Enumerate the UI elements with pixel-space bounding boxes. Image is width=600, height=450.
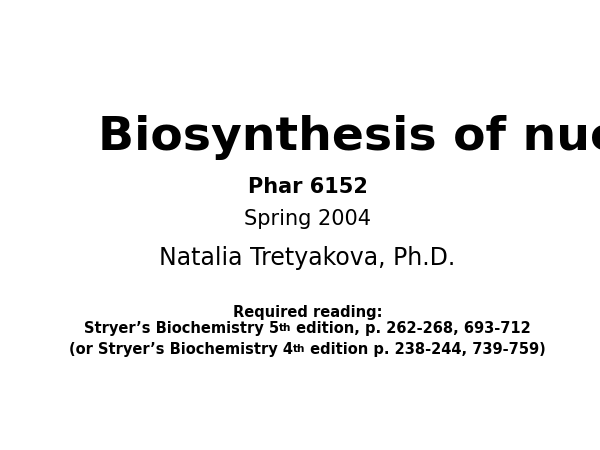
Text: (or Stryer’s Biochemistry 4: (or Stryer’s Biochemistry 4	[69, 342, 293, 357]
Text: Natalia Tretyakova, Ph.D.: Natalia Tretyakova, Ph.D.	[160, 247, 455, 270]
Text: edition p. 238-244, 739-759): edition p. 238-244, 739-759)	[305, 342, 546, 357]
Text: Required reading:: Required reading:	[233, 305, 382, 320]
Text: th: th	[279, 323, 292, 333]
Text: Phar 6152: Phar 6152	[248, 177, 367, 198]
Text: Spring 2004: Spring 2004	[244, 209, 371, 229]
Text: edition, p. 262-268, 693-712: edition, p. 262-268, 693-712	[292, 321, 531, 336]
Text: Stryer’s Biochemistry 5: Stryer’s Biochemistry 5	[84, 321, 279, 336]
Text: th: th	[293, 344, 305, 354]
Text: Biosynthesis of nucleotides: Biosynthesis of nucleotides	[98, 115, 600, 160]
